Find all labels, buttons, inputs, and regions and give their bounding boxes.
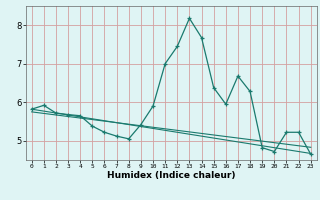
X-axis label: Humidex (Indice chaleur): Humidex (Indice chaleur) <box>107 171 236 180</box>
